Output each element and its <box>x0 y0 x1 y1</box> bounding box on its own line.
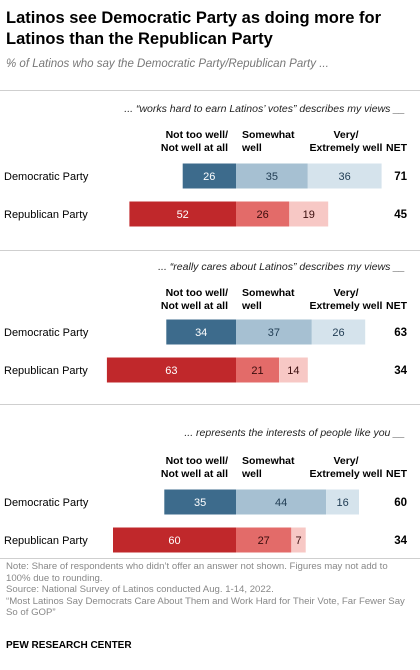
bar-very <box>307 163 382 189</box>
organization-name: PEW RESEARCH CENTER <box>6 640 132 651</box>
net-value: 60 <box>394 497 407 509</box>
net-value: 71 <box>394 171 407 183</box>
category-label: Democratic Party <box>4 497 89 509</box>
bar-somewhat <box>236 357 279 383</box>
bar-not-well <box>113 527 236 553</box>
column-header-very: Very/ <box>333 455 358 467</box>
category-label: Republican Party <box>4 535 88 547</box>
notes-block: Note: Share of respondents who didn’t of… <box>6 561 414 619</box>
column-header-net: NET <box>386 142 408 154</box>
column-header-very: Extremely well <box>310 300 383 312</box>
bar-not-well <box>129 201 236 227</box>
question-label: ... “works hard to earn Latinos’ votes” … <box>124 103 405 115</box>
bar-somewhat <box>236 489 327 515</box>
bar-value-label: 19 <box>303 209 315 221</box>
column-header-not-well: Not too well/ <box>166 455 228 467</box>
column-header-very: Extremely well <box>310 468 383 480</box>
column-header-somewhat: well <box>241 468 262 480</box>
bar-value-label: 26 <box>203 171 215 183</box>
chart-title: Latinos see Democratic Party as doing mo… <box>6 9 382 48</box>
bar-value-label: 37 <box>268 327 280 339</box>
net-value: 34 <box>394 535 407 547</box>
divider <box>0 250 420 251</box>
bar-value-label: 63 <box>165 365 177 377</box>
bar-value-label: 35 <box>194 497 206 509</box>
column-header-very: Very/ <box>333 287 358 299</box>
report-title: “Most Latinos Say Democrats Care About T… <box>6 595 405 619</box>
column-header-not-well: Not well at all <box>161 142 228 154</box>
column-header-net: NET <box>386 300 408 312</box>
column-header-not-well: Not well at all <box>161 300 228 312</box>
divider <box>0 558 420 559</box>
question-label: ... represents the interests of people l… <box>184 427 405 439</box>
category-label: Democratic Party <box>4 171 89 183</box>
bar-value-label: 52 <box>177 209 189 221</box>
column-header-somewhat: Somewhat <box>242 287 295 299</box>
column-header-somewhat: well <box>241 300 262 312</box>
bar-not-well <box>182 163 236 189</box>
category-label: Republican Party <box>4 209 88 221</box>
bar-somewhat <box>236 527 292 553</box>
column-header-not-well: Not too well/ <box>166 129 228 141</box>
question-label: ... “really cares about Latinos” describ… <box>158 261 405 273</box>
column-header-somewhat: well <box>241 142 262 154</box>
panel-represents-interests: ... represents the interests of people l… <box>4 427 408 553</box>
bar-value-label: 26 <box>332 327 344 339</box>
column-header-net: NET <box>386 468 408 480</box>
bar-value-label: 14 <box>287 365 299 377</box>
column-header-not-well: Not too well/ <box>166 287 228 299</box>
bar-somewhat <box>236 201 290 227</box>
bar-value-label: 7 <box>295 535 301 547</box>
bar-value-label: 27 <box>258 535 270 547</box>
panel-really-cares: ... “really cares about Latinos” describ… <box>4 261 408 383</box>
category-label: Republican Party <box>4 365 88 377</box>
bar-very <box>291 527 306 553</box>
category-label: Democratic Party <box>4 327 89 339</box>
bar-very <box>279 357 308 383</box>
net-value: 45 <box>394 209 407 221</box>
column-header-somewhat: Somewhat <box>242 129 295 141</box>
divider <box>0 90 420 91</box>
net-value: 34 <box>394 365 407 377</box>
chart-subtitle: % of Latinos who say the Democratic Part… <box>6 58 329 70</box>
bar-not-well <box>106 357 237 383</box>
bar-value-label: 16 <box>336 497 348 509</box>
bar-somewhat <box>236 163 308 189</box>
bar-very <box>289 201 329 227</box>
bar-value-label: 21 <box>251 365 263 377</box>
bar-very <box>311 319 366 345</box>
bar-value-label: 26 <box>256 209 268 221</box>
source-text: Source: National Survey of Latinos condu… <box>6 584 274 595</box>
bar-value-label: 44 <box>275 497 287 509</box>
column-header-very: Extremely well <box>310 142 383 154</box>
bar-value-label: 60 <box>168 535 180 547</box>
column-header-not-well: Not well at all <box>161 468 228 480</box>
bar-value-label: 36 <box>338 171 350 183</box>
bar-not-well <box>166 319 236 345</box>
bar-value-label: 34 <box>195 327 207 339</box>
bar-value-label: 35 <box>266 171 278 183</box>
bar-very <box>326 489 359 515</box>
net-value: 63 <box>394 327 407 339</box>
bar-not-well <box>164 489 237 515</box>
bar-somewhat <box>236 319 312 345</box>
note-text: Note: Share of respondents who didn’t of… <box>6 561 388 584</box>
panel-works-hard: ... “works hard to earn Latinos’ votes” … <box>4 103 408 227</box>
column-header-very: Very/ <box>333 129 358 141</box>
divider <box>0 404 420 405</box>
column-header-somewhat: Somewhat <box>242 455 295 467</box>
